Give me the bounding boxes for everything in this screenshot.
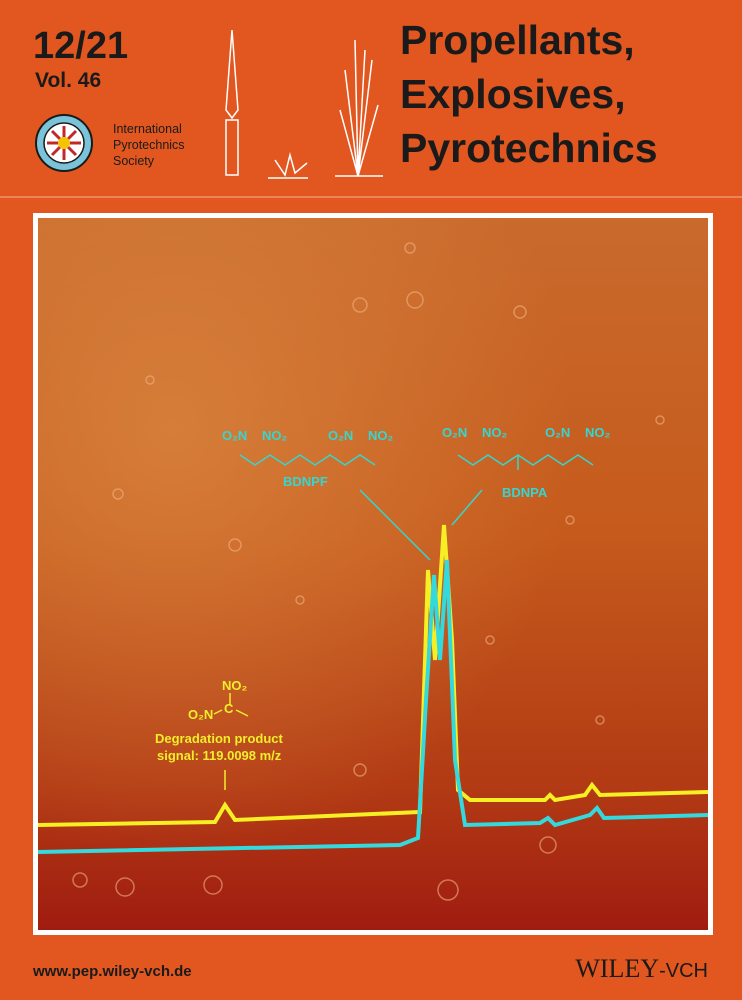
chem-group: NO₂ bbox=[368, 428, 394, 443]
issue: 12/21 bbox=[33, 25, 128, 67]
society-line: Society bbox=[113, 154, 155, 168]
chem-label: BDNPA bbox=[502, 485, 548, 500]
structure-bonds bbox=[239, 454, 594, 561]
publisher-name: WILEY bbox=[575, 954, 659, 983]
title-line: Pyrotechnics bbox=[400, 125, 658, 171]
volume: Vol. 46 bbox=[35, 69, 101, 92]
chem-group: O₂N bbox=[222, 428, 247, 443]
footer-url: www.pep.wiley-vch.de bbox=[32, 963, 192, 980]
chem-group: O₂N bbox=[442, 425, 467, 440]
caption-line: signal: 119.0098 m/z bbox=[157, 748, 282, 763]
bubbles bbox=[72, 242, 665, 901]
publisher-suffix: -VCH bbox=[659, 960, 708, 982]
caption-line: Degradation product bbox=[155, 731, 284, 746]
cyan-trace bbox=[37, 559, 709, 854]
chem-group: O₂N bbox=[328, 428, 353, 443]
title-line: Propellants, bbox=[400, 17, 635, 63]
chem-label: BDNPF bbox=[283, 474, 328, 489]
chem-group: C bbox=[224, 701, 234, 716]
icons bbox=[225, 29, 383, 179]
society-line: Pyrotechnics bbox=[113, 138, 185, 152]
title-line: Explosives, bbox=[400, 71, 626, 117]
chem-group: NO₂ bbox=[585, 425, 611, 440]
chem-group: O₂N bbox=[188, 707, 213, 722]
degradation-bonds bbox=[213, 693, 249, 790]
chem-group: NO₂ bbox=[262, 428, 288, 443]
chem-group: NO₂ bbox=[482, 425, 508, 440]
chem-group: NO₂ bbox=[222, 678, 248, 693]
society-line: International bbox=[113, 122, 182, 136]
chem-group: O₂N bbox=[545, 425, 570, 440]
society-logo bbox=[35, 114, 93, 172]
publisher: WILEY-VCH bbox=[575, 954, 708, 983]
